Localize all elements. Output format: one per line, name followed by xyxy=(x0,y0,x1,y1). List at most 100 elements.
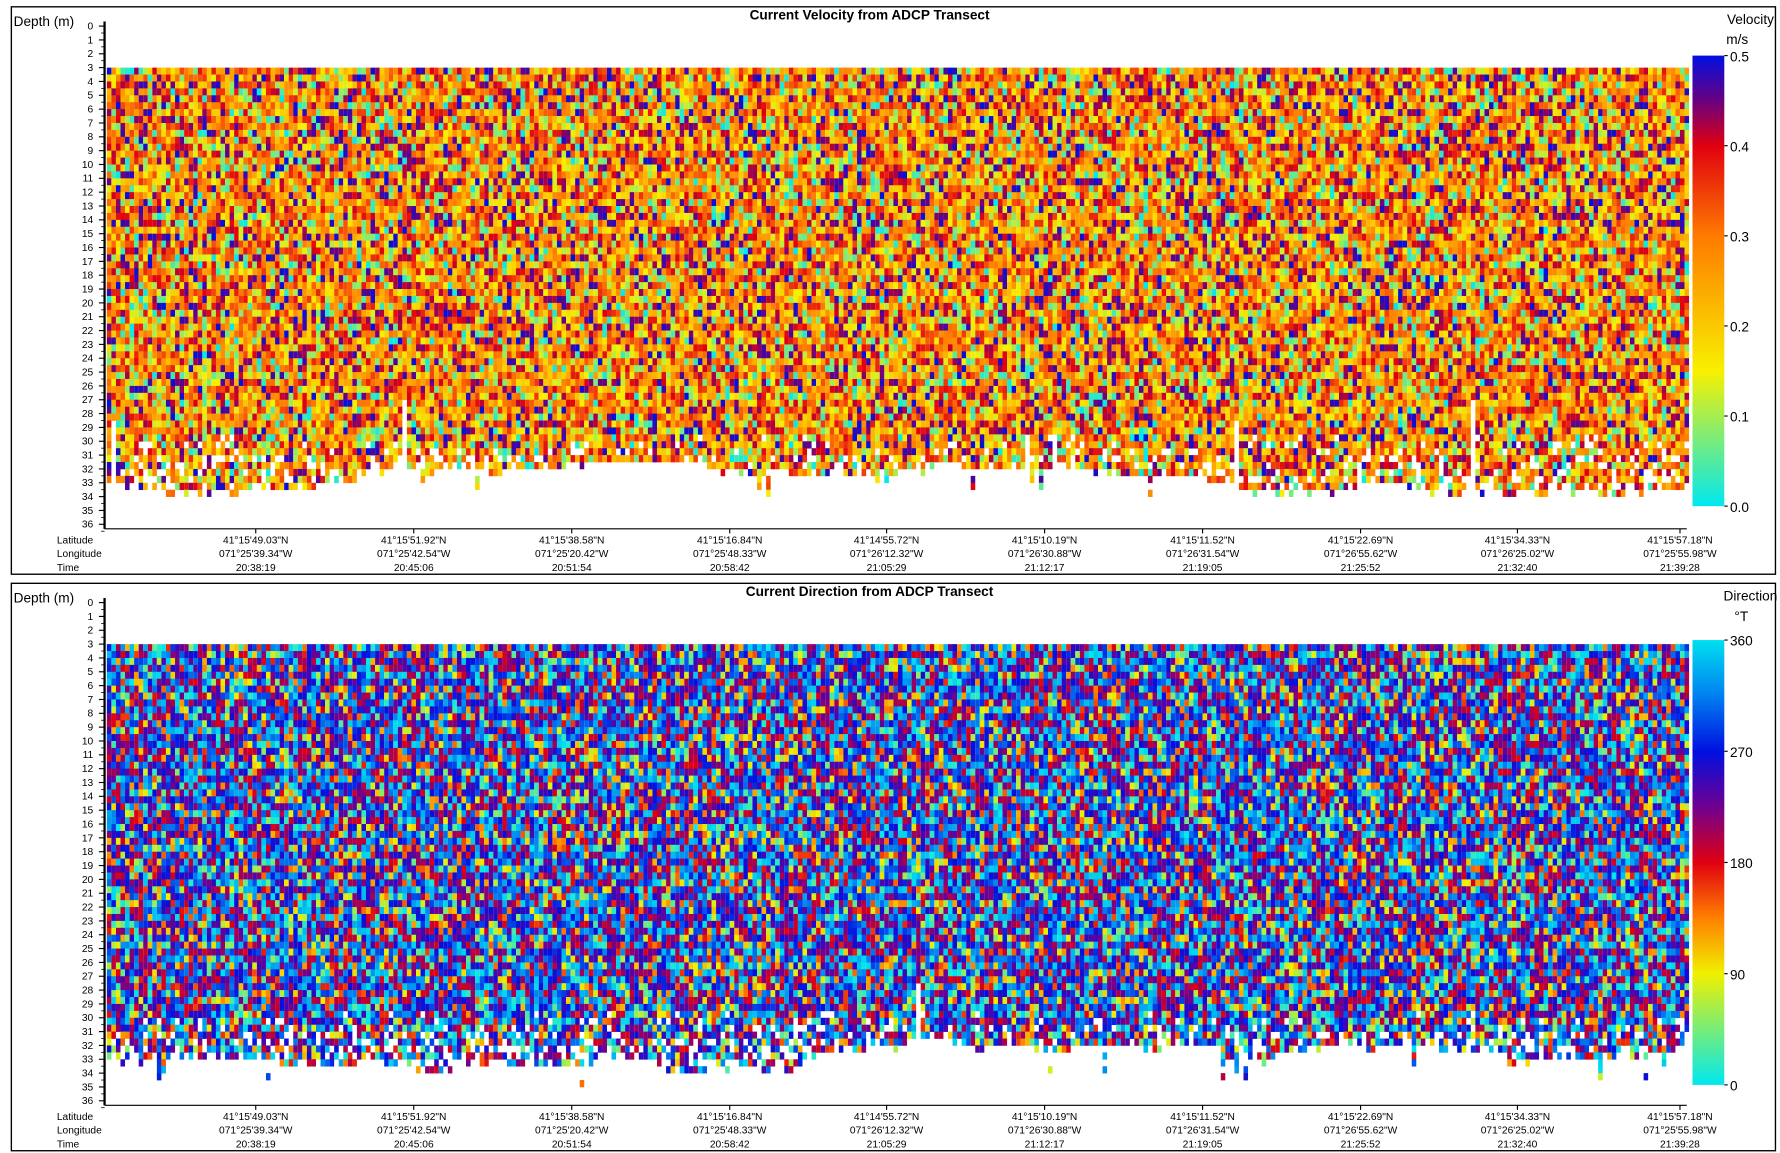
y-tick-label: 10 xyxy=(82,160,94,171)
y-tick-label: 4 xyxy=(88,653,94,664)
colorbar-tick-label: 0.2 xyxy=(1730,320,1749,335)
y-axis-title: Depth (m) xyxy=(14,591,75,606)
x-tick-label: 41°15'49.03"N xyxy=(223,536,288,547)
x-tick-label: 071°25'42.54"W xyxy=(377,549,451,560)
colorbar-unit: °T xyxy=(1734,609,1748,624)
y-tick-label: 4 xyxy=(88,77,94,88)
x-tick-label: 20:51:54 xyxy=(552,563,592,574)
heatmap-texture xyxy=(107,644,1689,1087)
colorbar-tick-label: 0 xyxy=(1730,1079,1738,1094)
y-tick-label: 14 xyxy=(82,215,94,226)
colorbar-tick-label: 0.3 xyxy=(1730,230,1749,245)
y-tick-label: 12 xyxy=(82,188,94,199)
x-tick-label: 071°26'55.62"W xyxy=(1324,549,1398,560)
x-tick-label: 21:25:52 xyxy=(1341,563,1381,574)
x-tick-label: 071°25'42.54"W xyxy=(377,1126,451,1137)
colorbar-tick-label: 0.4 xyxy=(1730,139,1749,154)
chart-panel: Current Velocity from ADCP Transect Depth… xyxy=(11,7,1775,574)
y-tick-label: 25 xyxy=(82,367,94,378)
y-tick-label: 31 xyxy=(82,1027,94,1038)
x-tick-label: 071°25'55.98"W xyxy=(1643,1126,1717,1137)
x-tick-label: 20:58:42 xyxy=(710,563,750,574)
x-tick-label: 41°15'16.84"N xyxy=(697,1112,762,1123)
row-label: Latitude xyxy=(57,536,94,547)
y-tick-label: 29 xyxy=(82,999,94,1010)
colorbar-tick-label: 0.5 xyxy=(1730,49,1749,64)
colorbar-tick-label: 360 xyxy=(1730,634,1753,649)
y-tick-label: 21 xyxy=(82,889,94,900)
y-tick-label: 13 xyxy=(82,201,94,212)
y-tick-label: 24 xyxy=(82,354,94,365)
y-tick-label: 35 xyxy=(82,1082,94,1093)
x-tick-label: 41°15'51.92"N xyxy=(381,1112,446,1123)
y-tick-label: 16 xyxy=(82,243,94,254)
chart-title: Current Direction from ADCP Transect xyxy=(746,584,994,599)
y-tick-label: 11 xyxy=(83,750,94,761)
y-tick-label: 23 xyxy=(82,916,94,927)
x-tick-label: 071°26'30.88"W xyxy=(1008,1126,1082,1137)
x-tick-label: 21:05:29 xyxy=(867,1139,907,1150)
x-tick-label: 071°26'31.54"W xyxy=(1166,1126,1240,1137)
y-tick-label: 1 xyxy=(88,35,94,46)
y-tick-label: 32 xyxy=(82,464,94,475)
y-tick-label: 2 xyxy=(88,49,94,60)
y-tick-label: 29 xyxy=(82,423,94,434)
y-tick-label: 7 xyxy=(88,118,94,129)
x-tick-label: 071°25'20.42"W xyxy=(535,549,609,560)
y-tick-label: 24 xyxy=(82,930,94,941)
y-axis-title: Depth (m) xyxy=(14,14,75,29)
y-tick-label: 0 xyxy=(88,598,94,609)
x-tick-label: 071°26'30.88"W xyxy=(1008,549,1082,560)
x-tick-label: 41°15'16.84"N xyxy=(697,536,762,547)
x-tick-label: 071°25'20.42"W xyxy=(535,1126,609,1137)
x-tick-label: 20:38:19 xyxy=(236,563,276,574)
x-tick-label: 41°15'22.69"N xyxy=(1328,536,1393,547)
y-tick-label: 3 xyxy=(88,640,94,651)
y-tick-label: 8 xyxy=(88,132,94,143)
colorbar-unit: m/s xyxy=(1726,32,1748,47)
y-tick-label: 28 xyxy=(82,409,94,420)
y-tick-label: 34 xyxy=(82,1069,94,1080)
x-tick-label: 071°26'12.32"W xyxy=(850,1126,924,1137)
y-tick-label: 12 xyxy=(82,764,94,775)
colorbar-tick-label: 270 xyxy=(1730,745,1753,760)
y-tick-label: 5 xyxy=(88,667,94,678)
colorbar-tick-label: 0.0 xyxy=(1730,500,1749,515)
x-tick-label: 41°15'10.19"N xyxy=(1012,1112,1077,1123)
y-tick-label: 1 xyxy=(88,612,94,623)
y-tick-label: 0 xyxy=(88,22,94,33)
y-tick-label: 22 xyxy=(82,902,94,913)
y-tick-label: 21 xyxy=(82,312,94,323)
chart-title: Current Velocity from ADCP Transect xyxy=(750,7,990,22)
x-tick-label: 071°26'12.32"W xyxy=(850,549,924,560)
x-tick-label: 20:38:19 xyxy=(236,1139,276,1150)
x-tick-label: 21:19:05 xyxy=(1183,1139,1223,1150)
y-tick-label: 32 xyxy=(82,1041,94,1052)
x-tick-label: 21:32:40 xyxy=(1498,1139,1538,1150)
x-tick-label: 071°26'25.02"W xyxy=(1481,549,1555,560)
x-tick-label: 21:19:05 xyxy=(1183,563,1223,574)
x-tick-label: 21:05:29 xyxy=(867,563,907,574)
y-tick-label: 26 xyxy=(82,958,94,969)
y-tick-label: 33 xyxy=(82,478,94,489)
x-tick-label: 41°15'11.52"N xyxy=(1170,1112,1235,1123)
x-tick-label: 41°15'51.92"N xyxy=(381,536,446,547)
y-tick-label: 15 xyxy=(82,806,94,817)
x-tick-label: 071°26'55.62"W xyxy=(1324,1126,1398,1137)
x-tick-label: 41°15'57.18"N xyxy=(1647,536,1712,547)
x-tick-label: 41°15'49.03"N xyxy=(223,1112,288,1123)
y-tick-label: 26 xyxy=(82,381,94,392)
x-tick-label: 21:25:52 xyxy=(1341,1139,1381,1150)
y-tick-label: 16 xyxy=(82,819,94,830)
y-tick-label: 11 xyxy=(83,174,94,185)
y-tick-label: 2 xyxy=(88,626,94,637)
y-tick-label: 30 xyxy=(82,437,94,448)
x-tick-label: 41°15'10.19"N xyxy=(1012,536,1077,547)
y-tick-label: 6 xyxy=(88,105,94,116)
colorbar-tick-label: 0.1 xyxy=(1730,410,1749,425)
x-tick-label: 20:58:42 xyxy=(710,1139,750,1150)
x-tick-label: 41°15'22.69"N xyxy=(1328,1112,1393,1123)
row-label: Latitude xyxy=(57,1112,94,1123)
